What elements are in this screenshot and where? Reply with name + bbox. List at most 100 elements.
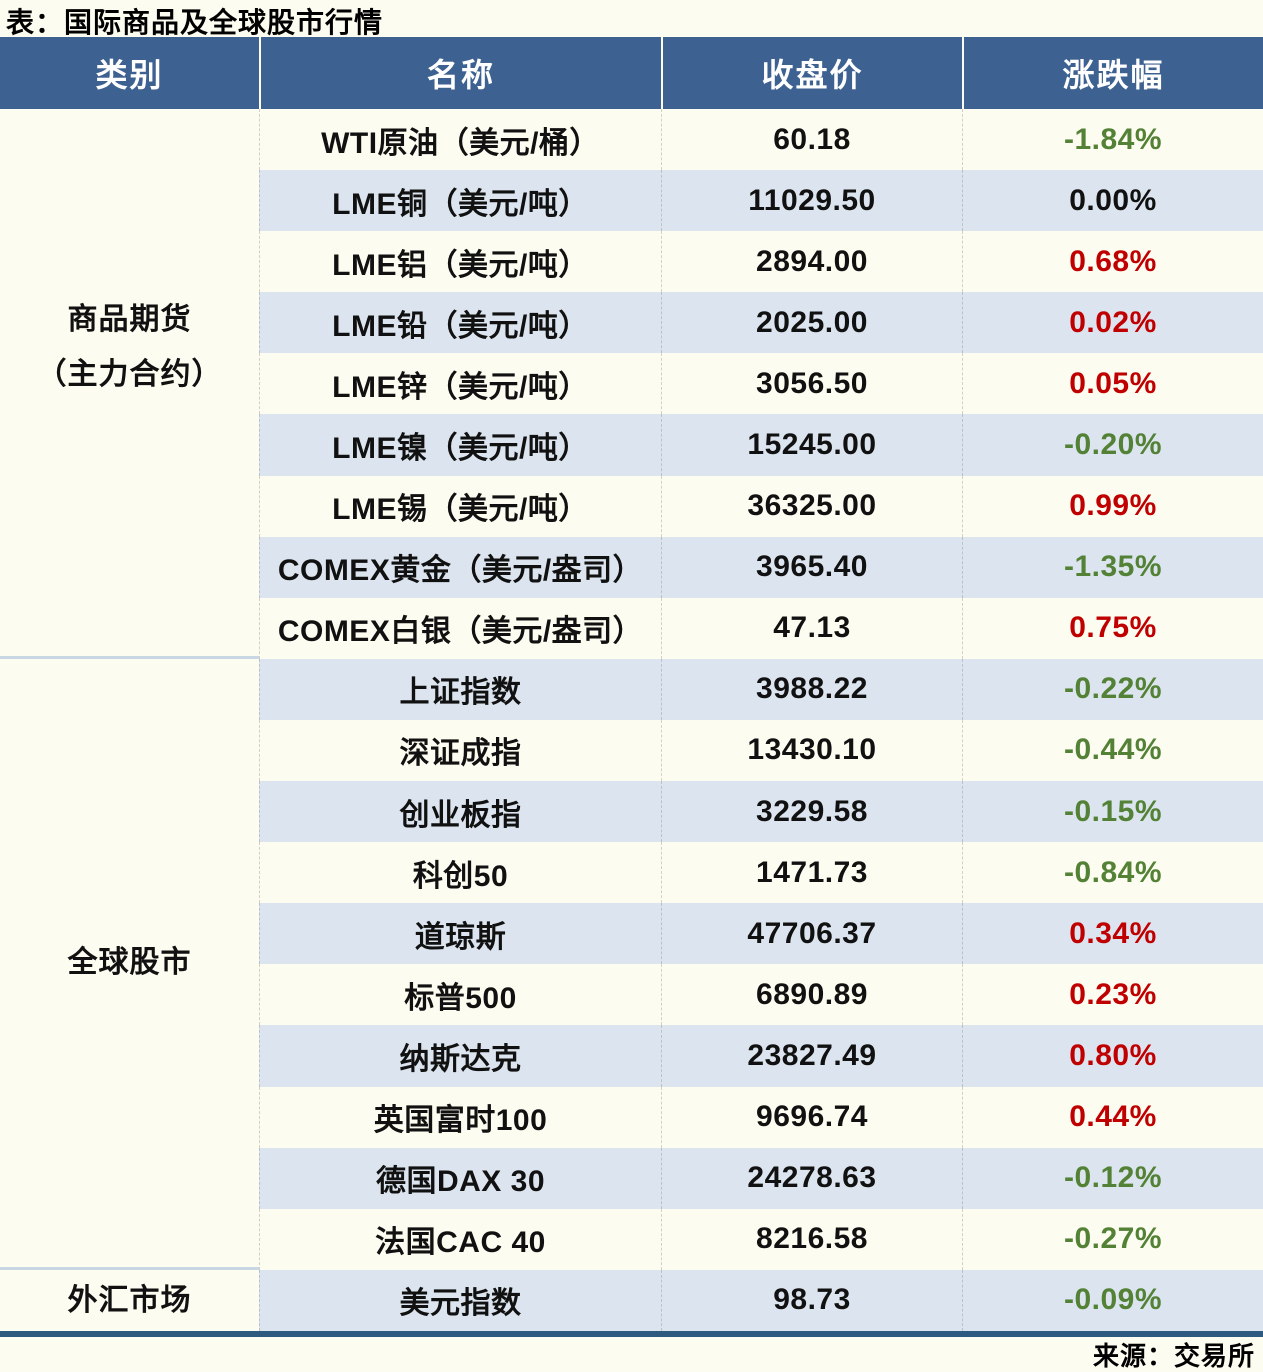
close-price: 9696.74 — [661, 1086, 962, 1148]
instrument-name: 法国CAC 40 — [259, 1208, 661, 1270]
instrument-name: 创业板指 — [259, 781, 661, 843]
source-caption: 来源：交易所 — [1092, 1341, 1255, 1371]
category-label: 商品期货 — [67, 302, 192, 336]
table-row: LME锌（美元/吨） 3056.50 0.05% — [259, 353, 1263, 415]
close-price: 11029.50 — [661, 170, 962, 232]
category-label: 外汇市场 — [67, 1283, 192, 1317]
change-cell: 0.23% — [962, 964, 1263, 1026]
table-row: 德国DAX 30 24278.63 -0.12% — [259, 1147, 1263, 1209]
table-row: 科创50 1471.73 -0.84% — [259, 842, 1263, 904]
instrument-name: 美元指数 — [259, 1269, 661, 1331]
close-price: 23827.49 — [661, 1025, 962, 1087]
table-row: LME铜（美元/吨） 11029.50 0.00% — [259, 170, 1263, 232]
table-row: LME镍（美元/吨） 15245.00 -0.20% — [259, 414, 1263, 476]
header-name: 名称 — [259, 37, 661, 109]
table-bottom-border — [0, 1330, 1263, 1337]
change-cell: 0.44% — [962, 1086, 1263, 1148]
close-price: 24278.63 — [661, 1147, 962, 1209]
instrument-name: LME镍（美元/吨） — [259, 414, 661, 476]
header-close-price: 收盘价 — [661, 37, 962, 109]
table-row: 上证指数 3988.22 -0.22% — [259, 658, 1263, 720]
table-row: 道琼斯 47706.37 0.34% — [259, 903, 1263, 965]
change-cell: 0.99% — [962, 475, 1263, 537]
header-change-percent: 涨跌幅 — [962, 37, 1263, 109]
close-price: 3988.22 — [661, 658, 962, 720]
close-price: 3965.40 — [661, 536, 962, 598]
category-group-fx-market: 外汇市场 — [0, 1270, 259, 1331]
close-price: 1471.73 — [661, 842, 962, 904]
table-row: LME铝（美元/吨） 2894.00 0.68% — [259, 231, 1263, 293]
change-cell: 0.68% — [962, 231, 1263, 293]
change-cell: -0.20% — [962, 414, 1263, 476]
instrument-name: LME铝（美元/吨） — [259, 231, 661, 293]
close-price: 98.73 — [661, 1269, 962, 1331]
close-price: 6890.89 — [661, 964, 962, 1026]
data-rows: WTI原油（美元/桶） 60.18 -1.84% LME铜（美元/吨） 1102… — [259, 109, 1263, 1331]
table-row: 纳斯达克 23827.49 0.80% — [259, 1025, 1263, 1087]
header-category: 类别 — [95, 57, 164, 93]
instrument-name: 标普500 — [259, 964, 661, 1026]
table-row: 标普500 6890.89 0.23% — [259, 964, 1263, 1026]
category-group-global-stocks: 全球股市 — [0, 659, 259, 1270]
instrument-name: LME铅（美元/吨） — [259, 292, 661, 354]
instrument-name: 英国富时100 — [259, 1086, 661, 1148]
table-header-row: 类别 名称 收盘价 涨跌幅 — [0, 37, 1263, 109]
instrument-name: 上证指数 — [259, 658, 661, 720]
table-row: WTI原油（美元/桶） 60.18 -1.84% — [259, 109, 1263, 171]
instrument-name: LME铜（美元/吨） — [259, 170, 661, 232]
close-price: 2894.00 — [661, 231, 962, 293]
change-cell: -0.09% — [962, 1269, 1263, 1331]
category-column: 商品期货 （主力合约） 全球股市 外汇市场 — [0, 109, 259, 1331]
instrument-name: 科创50 — [259, 842, 661, 904]
change-cell: 0.05% — [962, 353, 1263, 415]
close-price: 2025.00 — [661, 292, 962, 354]
close-price: 36325.00 — [661, 475, 962, 537]
category-group-commodity-futures: 商品期货 （主力合约） — [0, 109, 259, 659]
change-cell: -0.44% — [962, 719, 1263, 782]
table-row: LME锡（美元/吨） 36325.00 0.99% — [259, 475, 1263, 537]
change-cell: -0.22% — [962, 658, 1263, 720]
instrument-name: 纳斯达克 — [259, 1025, 661, 1087]
change-cell: -0.12% — [962, 1147, 1263, 1209]
instrument-name: WTI原油（美元/桶） — [259, 109, 661, 171]
change-cell: -1.35% — [962, 536, 1263, 598]
close-price: 3056.50 — [661, 353, 962, 415]
change-cell: 0.80% — [962, 1025, 1263, 1087]
change-cell: 0.34% — [962, 903, 1263, 965]
instrument-name: 德国DAX 30 — [259, 1147, 661, 1209]
table-body: 商品期货 （主力合约） 全球股市 外汇市场 WTI原油（美元/桶） 60.18 … — [0, 109, 1263, 1331]
table-row: COMEX黄金（美元/盎司） 3965.40 -1.35% — [259, 536, 1263, 598]
close-price: 13430.10 — [661, 719, 962, 782]
close-price: 47706.37 — [661, 903, 962, 965]
table-row: 创业板指 3229.58 -0.15% — [259, 781, 1263, 843]
table-row: LME铅（美元/吨） 2025.00 0.02% — [259, 292, 1263, 354]
close-price: 15245.00 — [661, 414, 962, 476]
instrument-name: 道琼斯 — [259, 903, 661, 965]
instrument-name: LME锡（美元/吨） — [259, 475, 661, 537]
change-cell: -1.84% — [962, 109, 1263, 171]
category-label: 全球股市 — [67, 946, 192, 980]
close-price: 3229.58 — [661, 781, 962, 843]
quotes-table: 类别 名称 收盘价 涨跌幅 商品期货 （主力合约） 全球股市 外汇市场 — [0, 37, 1263, 1337]
instrument-name: COMEX白银（美元/盎司） — [259, 597, 661, 659]
table-title: 表：国际商品及全球股市行情 — [6, 7, 384, 38]
change-cell: 0.75% — [962, 597, 1263, 659]
table-row: COMEX白银（美元/盎司） 47.13 0.75% — [259, 597, 1263, 659]
table-row: 法国CAC 40 8216.58 -0.27% — [259, 1208, 1263, 1270]
change-cell: 0.02% — [962, 292, 1263, 354]
instrument-name: 深证成指 — [259, 719, 661, 782]
table-row: 深证成指 13430.10 -0.44% — [259, 719, 1263, 782]
instrument-name: COMEX黄金（美元/盎司） — [259, 536, 661, 598]
change-cell: -0.15% — [962, 781, 1263, 843]
table-row: 英国富时100 9696.74 0.44% — [259, 1086, 1263, 1148]
close-price: 47.13 — [661, 597, 962, 659]
change-cell: -0.27% — [962, 1208, 1263, 1270]
close-price: 60.18 — [661, 109, 962, 171]
change-cell: -0.84% — [962, 842, 1263, 904]
instrument-name: LME锌（美元/吨） — [259, 353, 661, 415]
table-row: 美元指数 98.73 -0.09% — [259, 1269, 1263, 1331]
category-label-line2: （主力合约） — [36, 358, 223, 392]
change-cell: 0.00% — [962, 170, 1263, 232]
close-price: 8216.58 — [661, 1208, 962, 1270]
